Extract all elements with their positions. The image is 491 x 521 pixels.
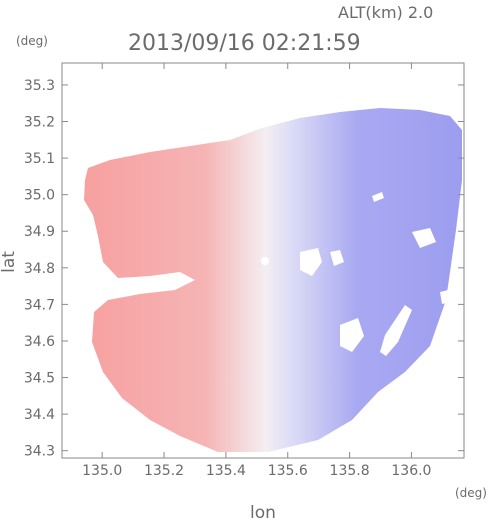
x-tick-label: 136.0 xyxy=(391,463,431,479)
y-tick-label: 35.2 xyxy=(24,115,55,131)
y-tick-label: 35.0 xyxy=(24,188,55,204)
x-tick-label: 135.0 xyxy=(82,463,122,479)
altitude-label: ALT(km) 2.0 xyxy=(338,3,433,22)
y-tick-label: 34.3 xyxy=(24,444,55,460)
y-tick-label: 35.3 xyxy=(24,78,55,94)
timestamp-title: 2013/09/16 02:21:59 xyxy=(128,31,361,56)
velocity-field xyxy=(84,108,462,452)
nodata-patch xyxy=(372,192,384,202)
x-tick-label: 135.4 xyxy=(206,463,246,479)
y-tick-label: 34.8 xyxy=(24,261,55,277)
x-tick-label: 135.2 xyxy=(144,463,184,479)
plot-frame xyxy=(61,62,465,459)
nodata-patch xyxy=(330,250,344,266)
nodata-patch xyxy=(440,290,450,304)
y-tick-label: 35.1 xyxy=(24,151,55,167)
y-unit-label: (deg) xyxy=(16,34,48,48)
y-tick-label: 34.4 xyxy=(24,407,55,423)
x-axis-title: lon xyxy=(250,503,276,521)
y-tick-label: 34.5 xyxy=(24,371,55,387)
nodata-patch xyxy=(412,228,436,248)
nodata-patch xyxy=(380,305,412,356)
x-axis-ticks: 135.0 135.2 135.4 135.6 135.8 136.0 xyxy=(82,63,431,479)
y-tick-label: 34.9 xyxy=(24,224,55,240)
x-tick-label: 135.6 xyxy=(268,463,308,479)
x-unit-label: (deg) xyxy=(455,486,487,500)
y-tick-label: 34.6 xyxy=(24,334,55,350)
y-axis-ticks: 34.3 34.4 34.5 34.6 34.7 34.8 34.9 35.0 35.1 35.2… xyxy=(24,78,464,460)
nodata-patch xyxy=(300,248,322,276)
y-tick-label: 34.7 xyxy=(24,297,55,313)
y-axis-title: lat xyxy=(0,251,19,273)
radar-site xyxy=(261,257,269,265)
x-tick-label: 135.8 xyxy=(330,463,370,479)
nodata-patch xyxy=(340,318,364,352)
velocity-echo-region xyxy=(84,108,462,452)
